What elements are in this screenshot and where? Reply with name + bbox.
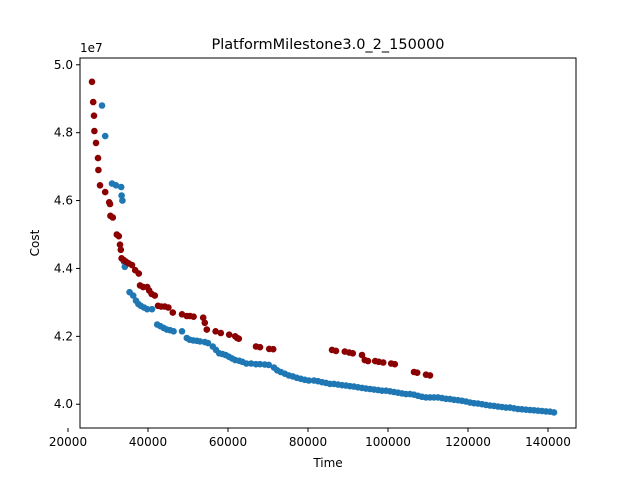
series-0-point-0 — [98, 102, 106, 109]
series-0-point-44 — [256, 360, 264, 368]
series-1-point-0 — [88, 78, 96, 86]
x-tick-label-6: 140000 — [525, 435, 571, 449]
series-0-point-22 — [170, 328, 177, 335]
series-1-point-6 — [95, 166, 102, 174]
x-tick-label-2: 60000 — [209, 435, 247, 449]
x-tick-label-3: 80000 — [289, 435, 327, 449]
series-1-point-34 — [169, 309, 177, 316]
y-tick-label-2: 4.4 — [54, 261, 73, 275]
series-0-point-56 — [305, 377, 313, 384]
series-1-point-21 — [128, 261, 136, 269]
series-1-point-56 — [349, 350, 357, 357]
y-tick-label-4: 4.8 — [54, 126, 73, 140]
series-1-point-4 — [92, 139, 100, 147]
series-0-point-10 — [129, 292, 137, 299]
series-0-point-5 — [118, 192, 125, 199]
x-axis-ticks: 20000 40000 60000 80000 100000 120000 140000 — [49, 428, 571, 449]
series-1-point-7 — [96, 182, 104, 189]
series-0-point-117 — [550, 409, 558, 416]
series-1-point-3 — [91, 127, 98, 135]
chart-title: PlatformMilestone3.0_2_150000 — [212, 37, 445, 53]
y-tick-label-5: 5.0 — [54, 58, 73, 72]
series-1-point-8 — [101, 188, 109, 196]
series-1-point-66 — [413, 369, 421, 377]
series-1-point-53 — [332, 347, 340, 355]
series-1-point-40 — [201, 319, 209, 327]
series-1-point-1 — [89, 98, 97, 106]
series-0-point-30 — [204, 339, 212, 347]
y-tick-label-1: 4.2 — [54, 329, 73, 343]
series-1-point-23 — [135, 270, 143, 277]
y-tick-label-0: 4.0 — [54, 397, 73, 411]
data-points — [88, 78, 558, 416]
series-1-point-14 — [115, 232, 123, 240]
x-tick-label-1: 40000 — [129, 435, 167, 449]
series-0-point-23 — [178, 328, 186, 335]
series-1-point-43 — [217, 329, 225, 337]
series-1-point-5 — [94, 154, 102, 162]
y-offset-label: 1e7 — [80, 41, 103, 55]
x-tick-label-4: 100000 — [365, 435, 411, 449]
x-tick-label-5: 120000 — [445, 435, 491, 449]
series-1-point-44 — [225, 331, 233, 339]
y-axis-ticks: 4.0 4.2 4.4 4.6 4.8 5.0 — [54, 58, 80, 411]
series-0-point-4 — [117, 183, 125, 191]
series-1-point-12 — [109, 214, 117, 221]
y-axis-label: Cost — [28, 229, 42, 256]
series-1-point-29 — [151, 292, 159, 299]
series-0-point-46 — [265, 361, 273, 369]
series-0-point-15 — [143, 305, 151, 313]
series-1-point-39 — [199, 314, 207, 322]
x-axis-label: Time — [312, 456, 342, 470]
series-0-point-6 — [119, 197, 126, 204]
series-1-point-62 — [379, 359, 387, 366]
series-1-point-59 — [364, 357, 372, 365]
series-1-point-15 — [116, 241, 124, 248]
x-tick-label-0: 20000 — [49, 435, 87, 449]
series-0-point-41 — [243, 360, 250, 367]
y-tick-label-3: 4.6 — [54, 194, 73, 208]
series-0-point-3 — [112, 182, 120, 189]
series-1-point-2 — [90, 112, 98, 119]
series-1-point-57 — [358, 351, 366, 359]
series-1-point-42 — [212, 328, 219, 335]
series-1-point-10 — [106, 200, 114, 208]
series-1-point-33 — [165, 304, 172, 311]
series-1-point-68 — [426, 372, 434, 379]
series-1-point-38 — [190, 313, 197, 321]
series-1-point-16 — [117, 246, 125, 254]
series-1-point-41 — [203, 326, 211, 333]
series-0-point-1 — [101, 132, 109, 140]
series-0-point-16 — [148, 305, 156, 313]
series-1-point-51 — [269, 345, 277, 353]
series-1-point-64 — [391, 360, 399, 368]
series-1-point-47 — [235, 335, 243, 343]
plot-frame — [79, 57, 577, 429]
series-1-point-49 — [256, 343, 264, 351]
